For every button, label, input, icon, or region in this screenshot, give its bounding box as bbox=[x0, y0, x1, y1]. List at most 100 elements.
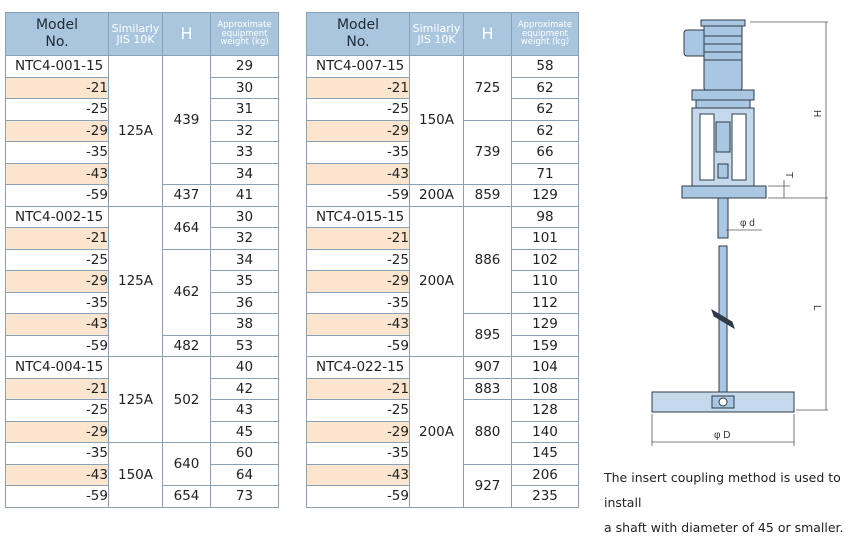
model-cell: NTC4-001-15 bbox=[5, 55, 109, 78]
model-cell: -35 bbox=[5, 442, 109, 465]
table-row: NTC4-001-15 125A 439 29 bbox=[5, 55, 279, 207]
header-model: Model No. bbox=[306, 12, 410, 56]
model-cell: -35 bbox=[306, 291, 410, 314]
table-row: -35 33 bbox=[5, 141, 279, 164]
table-row: -59 159 bbox=[306, 334, 579, 357]
mid-paddle bbox=[711, 308, 735, 330]
model-cell: -21 bbox=[5, 377, 109, 400]
jis-cell: 200A bbox=[409, 184, 464, 207]
weight-cell: 36 bbox=[210, 291, 279, 314]
model-cell: -59 bbox=[306, 485, 410, 508]
dimension-D-label: φ D bbox=[714, 430, 730, 441]
weight-cell: 53 bbox=[210, 334, 279, 357]
model-cell: -59 bbox=[5, 184, 109, 207]
jis-cell: 125A bbox=[108, 55, 163, 207]
weight-cell: 41 bbox=[210, 184, 279, 207]
model-cell: -29 bbox=[306, 119, 410, 142]
model-cell: -35 bbox=[306, 442, 410, 465]
table-row: NTC4-007-15 150A 725 58 bbox=[306, 55, 579, 185]
model-cell: -29 bbox=[306, 420, 410, 443]
model-cell: -29 bbox=[5, 270, 109, 293]
weight-cell: 112 bbox=[511, 291, 579, 314]
table-row: -25 462 34 bbox=[5, 248, 279, 336]
weight-cell: 32 bbox=[210, 119, 279, 142]
header-h: H bbox=[463, 12, 512, 56]
weight-cell: 73 bbox=[210, 485, 279, 508]
h-cell: 437 bbox=[162, 184, 211, 207]
base-flange bbox=[681, 185, 767, 199]
weight-cell: 58 bbox=[511, 55, 579, 78]
table-row: -35 112 bbox=[306, 291, 579, 314]
model-cell: -43 bbox=[5, 313, 109, 336]
weight-cell: 45 bbox=[210, 420, 279, 443]
weight-cell: 129 bbox=[511, 184, 579, 207]
model-cell: -59 bbox=[5, 485, 109, 508]
weight-cell: 32 bbox=[210, 227, 279, 250]
header-jis: Similarly JIS 10K bbox=[409, 12, 464, 56]
jis-cell: 150A bbox=[409, 55, 464, 185]
weight-cell: 38 bbox=[210, 313, 279, 336]
weight-cell: 62 bbox=[511, 119, 579, 142]
spec-table-left: Model No. Similarly JIS 10K H Approximate e… bbox=[5, 12, 279, 508]
table-row: -35 145 bbox=[306, 442, 579, 465]
model-cell: -21 bbox=[306, 76, 410, 99]
weight-cell: 34 bbox=[210, 162, 279, 185]
weight-cell: 42 bbox=[210, 377, 279, 400]
note-line-2: a shaft with diameter of 45 or smaller. bbox=[604, 520, 844, 535]
h-cell: 640 bbox=[162, 442, 211, 486]
table-row: -59 235 bbox=[306, 485, 579, 508]
weight-cell: 29 bbox=[210, 55, 279, 78]
model-cell: -25 bbox=[5, 98, 109, 121]
model-cell: -21 bbox=[306, 377, 410, 400]
h-cell: 462 bbox=[162, 248, 211, 336]
weight-cell: 64 bbox=[210, 463, 279, 486]
h-cell: 439 bbox=[162, 55, 211, 185]
model-cell: NTC4-002-15 bbox=[5, 205, 109, 228]
table-row: -59 654 73 bbox=[5, 485, 279, 508]
model-cell: -25 bbox=[5, 399, 109, 422]
h-cell: 464 bbox=[162, 205, 211, 250]
weight-cell: 129 bbox=[511, 313, 579, 336]
h-cell: 739 bbox=[463, 119, 512, 185]
weight-cell: 140 bbox=[511, 420, 579, 443]
table-row: -59 200A 859 129 bbox=[306, 184, 579, 207]
model-cell: -21 bbox=[5, 227, 109, 250]
model-cell: -43 bbox=[306, 313, 410, 336]
h-cell: 907 bbox=[463, 356, 512, 379]
table-row: -25 880 128 bbox=[306, 399, 579, 465]
model-cell: -29 bbox=[5, 420, 109, 443]
weight-cell: 30 bbox=[210, 205, 279, 228]
dimension-h-label: H bbox=[811, 110, 822, 117]
model-cell: -35 bbox=[5, 291, 109, 314]
table-row: -35 66 bbox=[306, 141, 579, 164]
motor-cap bbox=[700, 19, 746, 27]
weight-cell: 110 bbox=[511, 270, 579, 293]
table-row: -29 140 bbox=[306, 420, 579, 443]
table-row: -59 437 41 bbox=[5, 184, 279, 207]
table-row: -29 45 bbox=[5, 420, 279, 443]
weight-cell: 102 bbox=[511, 248, 579, 271]
table-row: -21 42 bbox=[5, 377, 279, 400]
jis-cell: 200A bbox=[409, 205, 464, 357]
jis-cell: 150A bbox=[108, 442, 163, 508]
motor-body bbox=[703, 21, 743, 91]
weight-cell: 40 bbox=[210, 356, 279, 379]
weight-cell: 108 bbox=[511, 377, 579, 400]
table-row: NTC4-022-15 200A 907 104 bbox=[306, 356, 579, 508]
model-cell: -25 bbox=[306, 399, 410, 422]
weight-cell: 31 bbox=[210, 98, 279, 121]
weight-cell: 62 bbox=[511, 98, 579, 121]
model-cell: -25 bbox=[306, 248, 410, 271]
table-row: -25 62 bbox=[306, 98, 579, 121]
weight-cell: 30 bbox=[210, 76, 279, 99]
weight-cell: 104 bbox=[511, 356, 579, 379]
weight-cell: 71 bbox=[511, 162, 579, 185]
model-cell: -43 bbox=[306, 463, 410, 486]
weight-cell: 33 bbox=[210, 141, 279, 164]
model-cell: -59 bbox=[5, 334, 109, 357]
weight-cell: 159 bbox=[511, 334, 579, 357]
model-cell: -25 bbox=[5, 248, 109, 271]
h-cell: 482 bbox=[162, 334, 211, 357]
header-model: Model No. bbox=[5, 12, 109, 56]
model-cell: -29 bbox=[306, 270, 410, 293]
